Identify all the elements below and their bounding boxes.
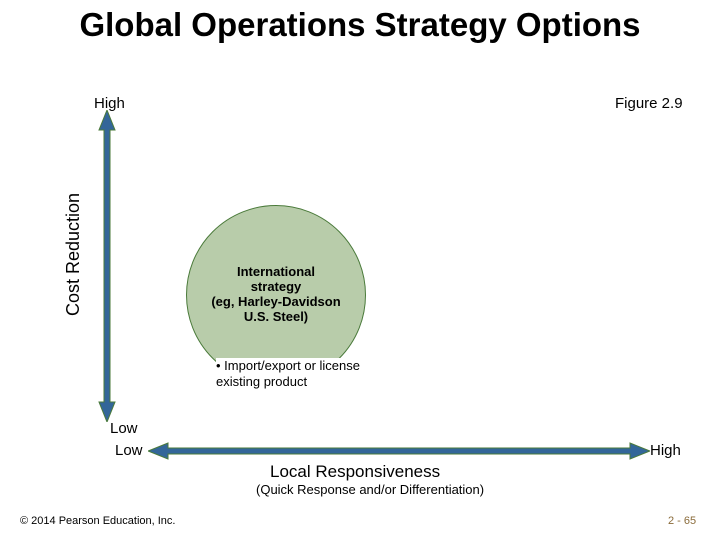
circle-line-3: (eg, Harley-Davidson bbox=[211, 294, 340, 309]
x-axis-low-label: Low bbox=[115, 442, 143, 459]
x-axis-sublabel: (Quick Response and/or Differentiation) bbox=[256, 482, 484, 497]
strategy-bullet: • Import/export or license existing prod… bbox=[216, 358, 366, 389]
page-number: 2 - 65 bbox=[668, 515, 696, 527]
circle-line-4: U.S. Steel) bbox=[244, 309, 308, 324]
figure-number: Figure 2.9 bbox=[615, 95, 683, 112]
circle-line-2: strategy bbox=[251, 279, 302, 294]
y-axis-arrow bbox=[98, 110, 116, 422]
x-axis-high-label: High bbox=[650, 442, 681, 459]
x-axis-label: Local Responsiveness bbox=[270, 462, 440, 482]
y-axis-label: Cost Reduction bbox=[63, 193, 84, 316]
y-axis-low-label: Low bbox=[110, 420, 138, 437]
slide-title: Global Operations Strategy Options bbox=[0, 6, 720, 44]
circle-line-1: International bbox=[237, 264, 315, 279]
x-axis-arrow bbox=[148, 442, 650, 460]
strategy-circle-text: International strategy (eg, Harley-David… bbox=[211, 265, 340, 325]
copyright-text: © 2014 Pearson Education, Inc. bbox=[20, 515, 175, 527]
slide: Global Operations Strategy Options High … bbox=[0, 0, 720, 540]
